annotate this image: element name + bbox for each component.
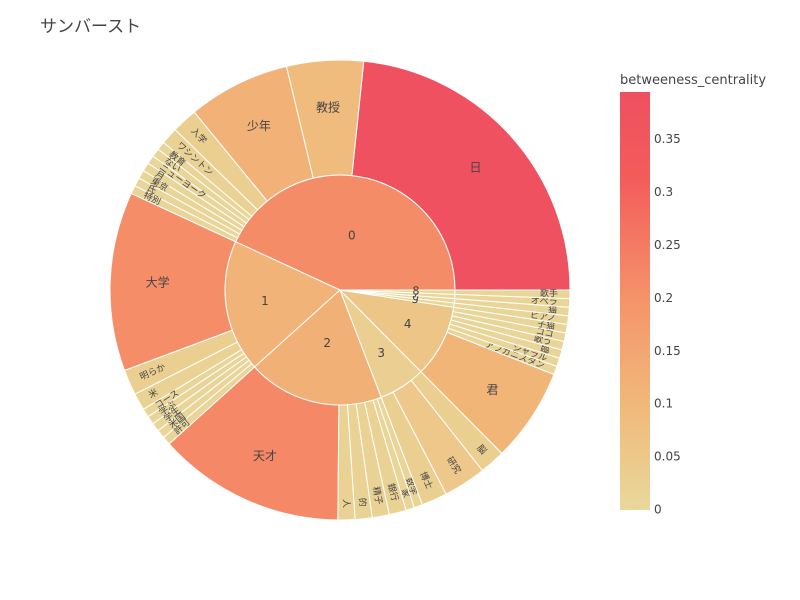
- sunburst-label-0-0: 日: [470, 160, 482, 174]
- sunburst-label-0-1: 教授: [316, 99, 340, 114]
- colorbar-tick-label: 0.25: [654, 238, 681, 252]
- sunburst-rings: 0日教授少年入学ワシントン教育ないニューヨーク月東京氏特別1大学明らか米コース学…: [109, 59, 571, 521]
- sunburst-label-0-2: 少年: [247, 119, 271, 133]
- sunburst-segment-2-0[interactable]: [168, 366, 340, 521]
- sunburst-segment-0-0[interactable]: [351, 60, 571, 291]
- sunburst-parent-label-7: 7: [412, 287, 420, 300]
- colorbar-tick-label: 0.05: [654, 450, 681, 464]
- colorbar-tick-label: 0.1: [654, 397, 673, 411]
- sunburst-parent-label-6: 6: [412, 290, 420, 304]
- chart-title: サンバースト: [40, 17, 142, 37]
- colorbar-tick-label: 0: [654, 503, 662, 517]
- colorbar-gradient: [620, 92, 650, 510]
- sunburst-parent-label-3: 3: [377, 346, 385, 360]
- colorbar-tick-label: 0.3: [654, 185, 673, 199]
- sunburst-parent-label-1: 1: [261, 294, 269, 308]
- colorbar-title: betweeness_centrality: [620, 73, 766, 88]
- colorbar-tick-label: 0.15: [654, 344, 681, 358]
- sunburst-label-2-0: 天才: [253, 449, 277, 463]
- sunburst-label-6-0: 猫: [548, 303, 558, 316]
- sunburst-parent-label-5: 5: [411, 293, 420, 307]
- sunburst-parent-label-8: 8: [412, 284, 419, 297]
- sunburst-label-2-3: 精子: [370, 486, 385, 506]
- colorbar-tick-label: 0.35: [654, 132, 681, 146]
- sunburst-parent-label-4: 4: [404, 317, 412, 331]
- sunburst-parent-label-2: 2: [323, 336, 331, 350]
- sunburst-segment-8-0[interactable]: [454, 289, 571, 300]
- sunburst-label-4-0: 君: [486, 383, 498, 397]
- sunburst-label-2-1: 人: [340, 499, 351, 508]
- sunburst-label-1-0: 大学: [146, 275, 170, 290]
- sunburst-label-2-2: 的: [356, 497, 369, 507]
- sunburst-parent-label-0: 0: [348, 229, 356, 243]
- colorbar-tick-label: 0.2: [654, 291, 673, 305]
- colorbar: betweeness_centrality 0 0.05 0.1 0.15 0.2 0.2…: [620, 73, 766, 517]
- sunburst-label-8-0: 歌手: [540, 287, 558, 299]
